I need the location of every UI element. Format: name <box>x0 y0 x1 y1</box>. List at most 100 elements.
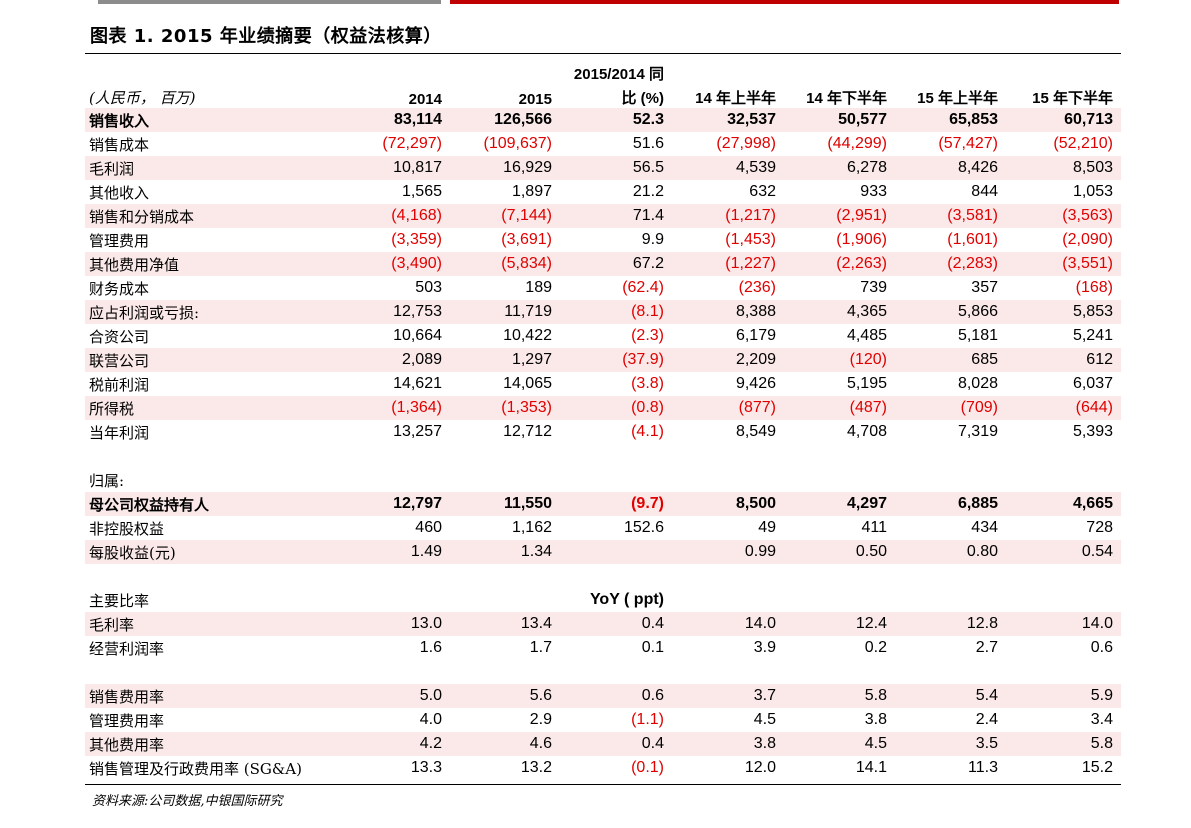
table-cell: (877) <box>672 396 784 420</box>
table-cell: 0.99 <box>672 540 784 564</box>
table-cell: 0.2 <box>864 639 887 656</box>
row-label: 财务成本 <box>89 279 150 298</box>
table-cell: (1,453) <box>725 231 776 248</box>
table-cell: (3,359) <box>391 231 442 248</box>
section-label: 主要比率 <box>89 591 150 610</box>
table-cell: 1,297 <box>450 348 560 372</box>
table-cell: (44,299) <box>827 135 887 152</box>
table-cell: 1.34 <box>450 540 560 564</box>
table-cell: 9,426 <box>735 375 776 392</box>
table-row: 其他收入 1,565 1,897 21.2 632 933 844 1,053 <box>85 180 1121 204</box>
row-label: 税前利润 <box>89 375 150 394</box>
table-cell: 152.6 <box>623 519 664 536</box>
col-header-2014: 2014 <box>408 91 442 108</box>
table-cell: 933 <box>860 183 887 200</box>
table-cell: 67.2 <box>560 252 672 276</box>
table-row: 管理费用率 4.0 2.9 (1.1) 4.5 3.8 2.4 3.4 <box>85 708 1121 732</box>
table-cell: (3,490) <box>335 252 450 276</box>
table-cell: 4.5 <box>784 732 895 756</box>
table-cell: 434 <box>971 519 998 536</box>
row-label: 销售和分销成本 <box>85 204 335 228</box>
row-label: 销售费用率 <box>85 684 335 708</box>
row-label: 经营利润率 <box>89 639 165 658</box>
table-cell: 10,664 <box>393 327 442 344</box>
table-cell: 4,485 <box>846 327 887 344</box>
table-cell: 5.8 <box>784 684 895 708</box>
table-cell: 0.54 <box>1006 540 1121 564</box>
table-cell: 5.6 <box>450 684 560 708</box>
header-row-top: 2015/2014 同 <box>85 60 1121 84</box>
table-cell: 6,179 <box>735 327 776 344</box>
table-cell: 13.0 <box>335 612 450 636</box>
table-cell: (3,581) <box>895 204 1006 228</box>
table-cell: 2,089 <box>335 348 450 372</box>
row-label: 其他费用率 <box>85 732 335 756</box>
table-cell: (709) <box>895 396 1006 420</box>
table-row: 非控股权益 460 1,162 152.6 49 411 434 728 <box>85 516 1121 540</box>
table-cell: (52,210) <box>1053 135 1113 152</box>
table-cell: (62.4) <box>622 279 664 296</box>
table-cell: 12.0 <box>744 759 776 776</box>
table-cell: 11.3 <box>968 759 998 776</box>
col-header-14h1: 14 年上半年 <box>695 90 776 107</box>
table-cell: 6,278 <box>784 156 895 180</box>
table-cell: 503 <box>415 279 442 296</box>
table-cell: (1,364) <box>335 396 450 420</box>
table-cell: (3,551) <box>1006 252 1121 276</box>
col-header-2015: 2015 <box>518 91 552 108</box>
table-cell: (1,353) <box>450 396 560 420</box>
table-cell: 3.9 <box>753 639 776 656</box>
table-cell: 0.4 <box>560 732 672 756</box>
col-header-15h1: 15 年上半年 <box>917 90 998 107</box>
col-header-14h2: 14 年下半年 <box>806 90 887 107</box>
row-label: 管理费用率 <box>89 711 165 730</box>
top-gray-bar <box>98 0 441 4</box>
spacer-row <box>85 564 1121 588</box>
table-cell: 0.50 <box>784 540 895 564</box>
col-header-15h2: 15 年下半年 <box>1032 90 1113 107</box>
table-cell: 1,053 <box>1072 183 1113 200</box>
table-cell: 4,665 <box>1006 492 1121 516</box>
table-cell <box>560 540 672 564</box>
figure-title: 图表 1. 2015 年业绩摘要（权益法核算） <box>90 26 442 47</box>
table-cell: 2.7 <box>975 639 998 656</box>
table-cell: 14,065 <box>503 375 552 392</box>
table-cell: (37.9) <box>560 348 672 372</box>
table-cell: 12.8 <box>895 612 1006 636</box>
row-label: 毛利润 <box>85 156 335 180</box>
table-cell: 8,388 <box>672 300 784 324</box>
table-cell: (7,144) <box>450 204 560 228</box>
table-row: 销售和分销成本 (4,168) (7,144) 71.4 (1,217) (2,951)(… <box>85 204 1121 228</box>
row-label: 应占利润或亏损: <box>85 300 335 324</box>
table-cell: 5,195 <box>846 375 887 392</box>
table-cell: (9.7) <box>560 492 672 516</box>
table-cell: 2,209 <box>672 348 784 372</box>
table-cell: 15.2 <box>1081 759 1113 776</box>
table-cell: 5.4 <box>895 684 1006 708</box>
table-cell: (1,227) <box>672 252 784 276</box>
spacer-row <box>85 444 1121 468</box>
table-cell: 14.0 <box>1006 612 1121 636</box>
table-cell: 5,241 <box>1072 327 1113 344</box>
table-cell: 8,503 <box>1006 156 1121 180</box>
row-label: 当年利润 <box>89 423 150 442</box>
table-cell: 612 <box>1006 348 1121 372</box>
table-cell: (109,637) <box>483 135 553 152</box>
table-cell: 4,365 <box>784 300 895 324</box>
table-cell: 4.6 <box>450 732 560 756</box>
table-cell: (3.8) <box>631 375 664 392</box>
table-row: 管理费用 (3,359) (3,691) 9.9 (1,453) (1,906) (1,60… <box>85 228 1121 252</box>
table-cell: (1,601) <box>947 231 998 248</box>
table-cell: 728 <box>1086 519 1113 536</box>
row-label: 其他费用净值 <box>85 252 335 276</box>
table-cell: 10,422 <box>503 327 552 344</box>
row-label: 非控股权益 <box>89 519 165 538</box>
table-row: 销售收入 83,114 126,566 52.3 32,537 50,577 65,853 6… <box>85 108 1121 132</box>
row-label: 销售成本 <box>89 135 150 154</box>
financial-summary-table: 2015/2014 同 (人民币， 百万) 2014 2015 比 (%) 14… <box>85 60 1121 780</box>
table-cell: 50,577 <box>784 108 895 132</box>
table-cell: (487) <box>784 396 895 420</box>
table-row: 销售成本 (72,297) (109,637) 51.6 (27,998) (44,299… <box>85 132 1121 156</box>
table-cell: (0.8) <box>560 396 672 420</box>
row-label: 管理费用 <box>89 231 150 250</box>
